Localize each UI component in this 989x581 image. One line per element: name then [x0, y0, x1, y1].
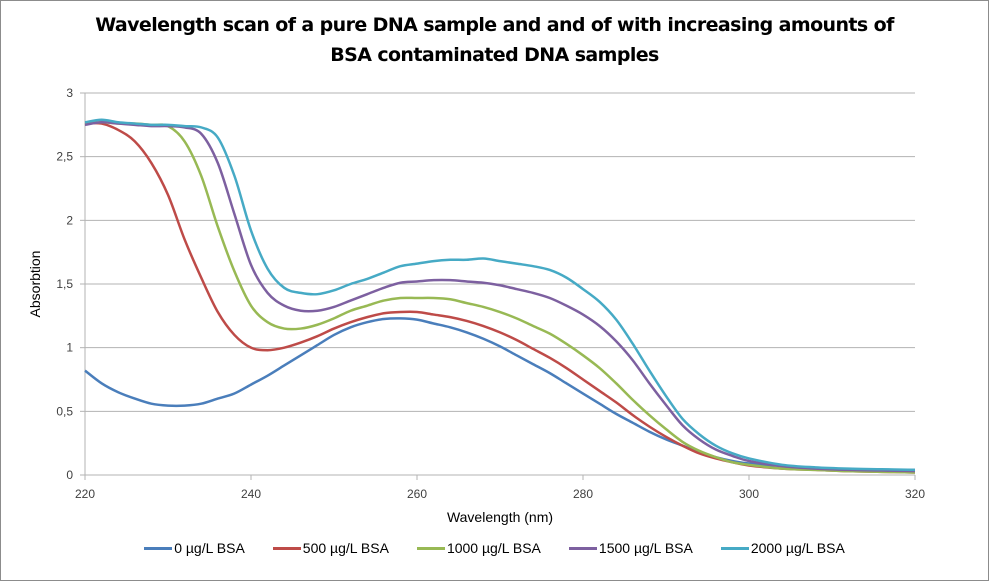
legend-item: 1500 µg/L BSA	[568, 540, 693, 556]
series-line-2	[84, 121, 916, 474]
legend-swatch	[144, 546, 173, 550]
y-tick-label: 3	[66, 86, 73, 100]
series-line-0	[84, 317, 916, 472]
y-tick-label: 2,5	[56, 150, 73, 164]
legend-label: 2000 µg/L BSA	[750, 540, 845, 556]
chart-title: Wavelength scan of a pure DNA sample and…	[0, 10, 989, 70]
y-tick-label: 1,5	[56, 277, 73, 291]
y-axis-title: Absorbtion	[27, 251, 43, 318]
y-tick-label: 0,5	[56, 404, 73, 418]
series-line-1	[84, 121, 916, 474]
legend-label: 0 µg/L BSA	[174, 540, 245, 556]
legend-item: 2000 µg/L BSA	[720, 540, 845, 556]
x-tick-label: 260	[407, 487, 427, 501]
x-tick-label: 240	[241, 487, 261, 501]
series-lines	[84, 118, 916, 474]
y-tick-label: 1	[66, 341, 73, 355]
x-tick-label: 320	[905, 487, 925, 501]
x-tick-label: 300	[739, 487, 759, 501]
chart-title-line-2: BSA contaminated DNA samples	[330, 44, 659, 66]
legend-item: 500 µg/L BSA	[272, 540, 389, 556]
legend-label: 1000 µg/L BSA	[446, 540, 541, 556]
series-line-3	[84, 121, 916, 473]
legend-swatch	[272, 546, 301, 550]
x-axis-title: Wavelength (nm)	[447, 509, 553, 525]
gridlines	[85, 92, 915, 412]
x-tick-label: 280	[573, 487, 593, 501]
series-line-4	[84, 118, 916, 472]
x-ticks: 220 240 260 280 300 320	[75, 475, 925, 501]
y-tick-label: 0	[66, 468, 73, 482]
x-tick-label: 220	[75, 487, 95, 501]
chart-title-line-1: Wavelength scan of a pure DNA sample and…	[95, 14, 894, 36]
legend-swatch	[568, 546, 597, 550]
legend-item: 1000 µg/L BSA	[416, 540, 541, 556]
chart-legend: 0 µg/L BSA 500 µg/L BSA 1000 µg/L BSA 1500 …	[0, 540, 989, 556]
legend-item: 0 µg/L BSA	[144, 540, 245, 556]
legend-swatch	[416, 546, 445, 550]
legend-swatch	[720, 546, 749, 550]
y-tick-label: 2	[66, 213, 73, 227]
legend-label: 1500 µg/L BSA	[598, 540, 693, 556]
y-ticks: 0 0,5 1 1,5 2 2,5 3	[56, 86, 85, 482]
legend-label: 500 µg/L BSA	[302, 540, 389, 556]
